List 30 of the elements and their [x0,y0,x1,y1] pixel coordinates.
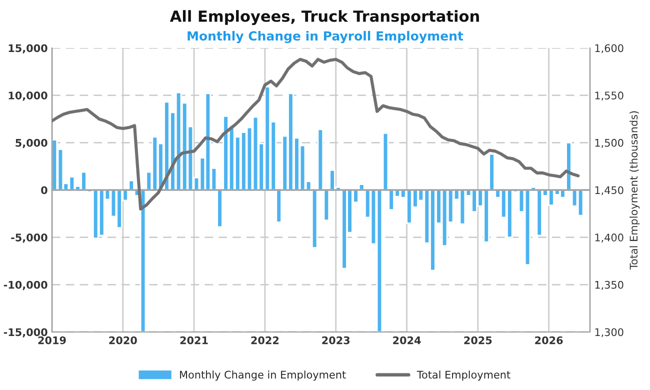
legend-label: Monthly Change in Employment [180,370,346,381]
bar [317,128,324,191]
bar [311,189,318,248]
y2-axis-title: Total Employment (thousands) [630,111,640,270]
y2-tick-label: 1,450 [595,186,624,196]
y2-tick-label: 1,550 [595,92,624,100]
y2-tick-label: 1,350 [595,280,624,290]
chart-title: All Employees, Truck Transportation [170,10,479,26]
y-tick-label: 5,000 [16,138,48,148]
y-tick-label: -10,000 [4,280,48,290]
x-tick-label: 2019 [38,336,66,344]
y-tick-label: 15,000 [8,44,48,54]
x-tick-label: 2023 [322,336,350,344]
x-tick-label: 2026 [535,336,563,344]
chart-subtitle: Monthly Change in Payroll Employment [188,30,464,44]
x-tick-label: 2025 [464,336,492,344]
y2-tick-label: 1,300 [595,328,624,338]
x-tick-label: 2020 [109,336,137,344]
legend-label: Total Employment [416,370,510,381]
x-tick-label: 2021 [180,336,208,344]
y-tick-label: 10,000 [8,92,48,101]
y-tick-label: -15,000 [4,328,48,338]
x-tick-label: 2022 [251,336,279,344]
y-tick-label: 0 [41,186,48,194]
y2-tick-label: 1,400 [595,234,624,242]
y2-tick-label: 1,500 [595,138,624,148]
x-tick-label: 2024 [393,336,421,344]
line-series [52,58,580,210]
y-tick-label: -5,000 [11,234,48,243]
y2-tick-label: 1,600 [595,44,624,54]
